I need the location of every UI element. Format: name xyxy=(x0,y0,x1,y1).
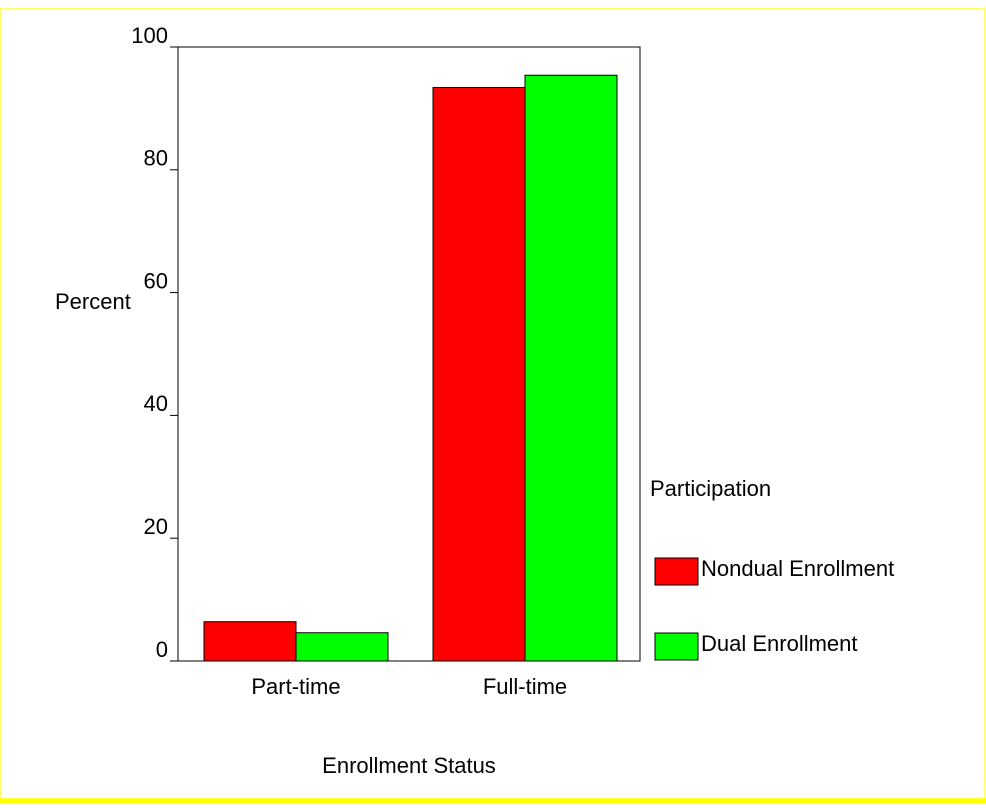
bar xyxy=(524,74,618,662)
x-tick-label: Part-time xyxy=(251,674,340,699)
legend-label: Dual Enrollment xyxy=(701,631,858,656)
plot-frame xyxy=(177,46,641,662)
y-tick-label: 40 xyxy=(144,391,168,416)
legend-title: Participation xyxy=(650,476,771,501)
y-tick-label: 100 xyxy=(131,23,168,48)
y-axis-label: Percent xyxy=(55,289,131,314)
y-tick-label: 60 xyxy=(144,268,168,293)
legend-swatch xyxy=(654,632,699,661)
bar xyxy=(432,87,526,662)
bar xyxy=(203,621,297,662)
x-tick-label: Full-time xyxy=(483,674,567,699)
y-tick-label: 20 xyxy=(144,514,168,539)
y-tick-label: 80 xyxy=(144,146,168,171)
legend-swatch xyxy=(654,557,699,586)
bar xyxy=(295,632,389,662)
x-axis-label: Enrollment Status xyxy=(322,753,496,778)
legend-label: Nondual Enrollment xyxy=(701,556,894,581)
y-tick-label: 0 xyxy=(156,637,168,662)
